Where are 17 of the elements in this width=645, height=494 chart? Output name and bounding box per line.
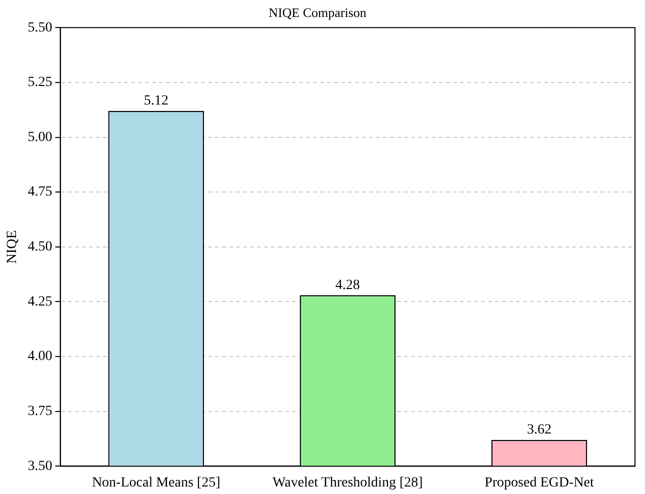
data-label: 3.62 bbox=[526, 422, 552, 438]
data-label: 4.28 bbox=[335, 278, 360, 293]
y-tick-label: 4.00 bbox=[28, 349, 52, 364]
data-label: 5.12 bbox=[144, 94, 168, 109]
y-tick-label: 4.50 bbox=[28, 240, 52, 255]
y-tick-label: 3.75 bbox=[28, 404, 52, 420]
x-tick-label: Proposed EGD-Net bbox=[484, 475, 594, 490]
y-tick-label: 4.25 bbox=[28, 294, 52, 310]
y-tick-label: 5.25 bbox=[28, 75, 52, 90]
y-axis-title: NIQE bbox=[5, 230, 20, 264]
y-tick-label: 5.00 bbox=[28, 130, 52, 145]
x-tick-label: Non-Local Means [25] bbox=[92, 475, 220, 490]
y-tick-label: 4.75 bbox=[28, 184, 52, 200]
x-tick-label: Wavelet Thresholding [28] bbox=[272, 475, 423, 490]
y-tick-label: 5.50 bbox=[28, 20, 52, 36]
y-tick-label: 3.50 bbox=[28, 458, 52, 474]
chart-title: NIQE Comparison bbox=[268, 5, 367, 20]
